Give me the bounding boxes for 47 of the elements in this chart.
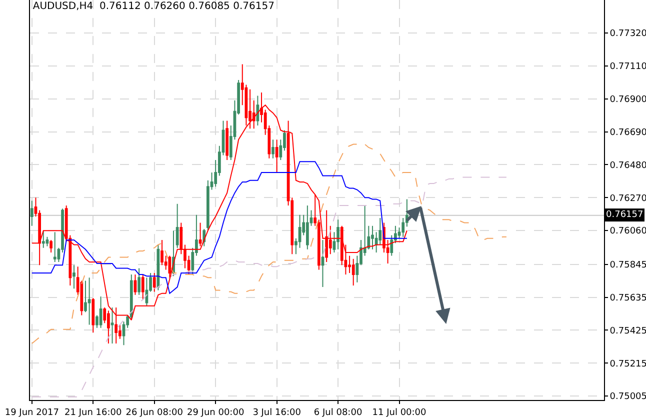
y-tick-label: 0.75845 xyxy=(610,260,646,270)
candlestick xyxy=(50,240,52,254)
x-tick-label: 26 Jun 08:00 xyxy=(126,408,184,418)
candlestick xyxy=(88,277,91,326)
candlestick xyxy=(30,200,34,226)
candlestick xyxy=(168,255,172,278)
candlestick xyxy=(145,277,148,306)
candlestick xyxy=(306,204,309,250)
ref-line-label: 0.76157 xyxy=(606,210,644,220)
x-tick-label: 21 Jun 16:00 xyxy=(64,408,122,418)
y-tick-label: 0.75005 xyxy=(610,392,646,402)
y-tick-label: 0.75215 xyxy=(610,359,646,370)
candlestick xyxy=(256,95,260,126)
chart-title: AUDUSD,H4 0.76112 0.76260 0.76085 0.76157 xyxy=(32,1,274,12)
candlestick xyxy=(176,203,179,248)
candlestick xyxy=(138,268,140,296)
candlestick xyxy=(53,232,56,262)
x-tick-label: 29 Jun 00:00 xyxy=(186,408,244,418)
candlestick xyxy=(152,272,156,292)
candlestick xyxy=(72,264,76,290)
line-series xyxy=(31,142,507,344)
candlestick xyxy=(336,219,340,250)
candlestick xyxy=(325,210,328,262)
candlestick xyxy=(141,274,144,300)
candlestick xyxy=(275,139,278,174)
candlestick xyxy=(92,298,95,334)
x-tick-label: 3 Jul 16:00 xyxy=(252,408,302,418)
line-series xyxy=(31,176,507,398)
candlestick xyxy=(272,139,274,159)
candlestick xyxy=(352,258,355,286)
x-tick-label: 11 Jul 00:00 xyxy=(372,408,427,418)
x-tick-label: 19 Jun 2017 xyxy=(4,408,59,418)
candlestick xyxy=(226,120,229,160)
candlestick xyxy=(42,230,45,248)
candlestick xyxy=(107,310,110,344)
candlestick xyxy=(180,222,183,255)
candlestick xyxy=(371,225,374,250)
x-tick-label: 6 Jul 08:00 xyxy=(314,408,362,418)
candlestick xyxy=(99,296,102,328)
candlestick xyxy=(160,240,164,266)
candlestick xyxy=(321,240,324,288)
candlestick xyxy=(134,274,137,296)
candlestick xyxy=(198,222,202,247)
y-tick-label: 0.75635 xyxy=(610,293,646,304)
y-tick-label: 0.75425 xyxy=(610,326,646,336)
candlestick xyxy=(110,306,114,344)
line-series xyxy=(31,161,408,294)
